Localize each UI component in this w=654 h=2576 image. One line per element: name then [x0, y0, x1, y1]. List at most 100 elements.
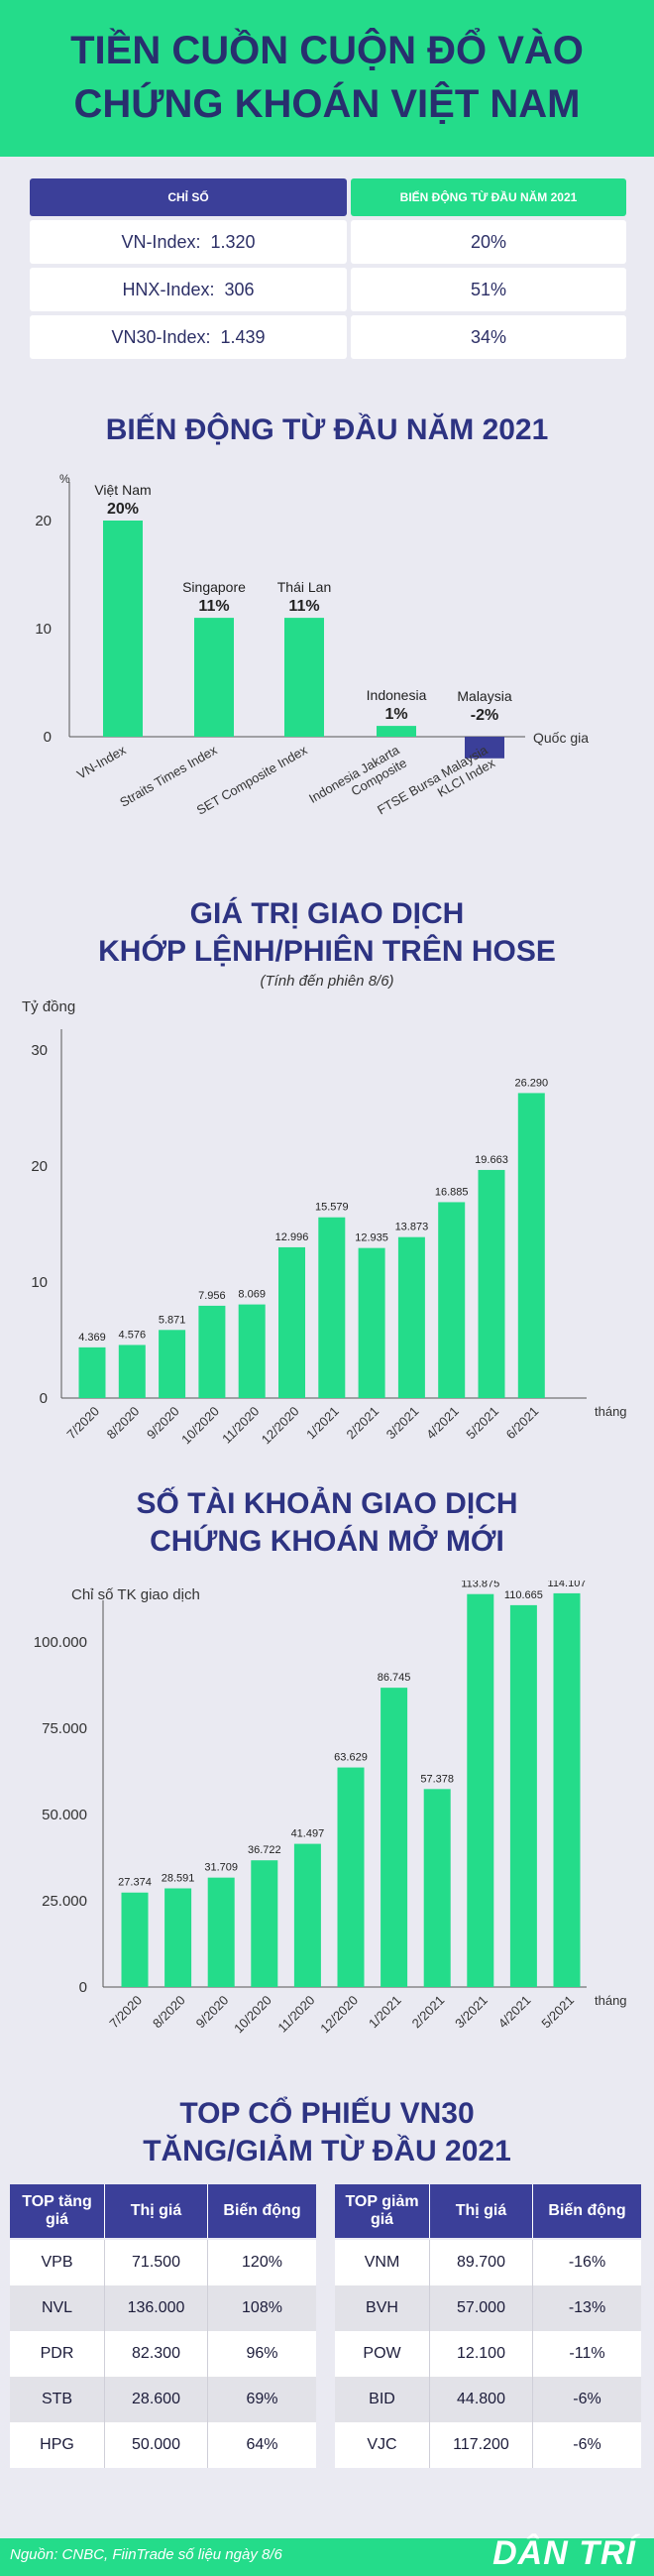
- chart-gia-tri-giao-dich: Tỷ đồng 0 10 20 30 tháng 4.369 7/2020 4.576 8/202…: [22, 998, 627, 1447]
- change-cell: -11%: [569, 2345, 605, 2362]
- table-row: HPG 50.000 64%: [10, 2422, 316, 2468]
- ticker-cell: BID: [335, 2377, 430, 2422]
- bar: [121, 1892, 149, 1987]
- change-cell: -16%: [568, 2254, 606, 2271]
- x-tick-label: 6/2021: [503, 1404, 542, 1443]
- x-tick-label: 4/2021: [495, 1993, 534, 2032]
- price-cell: 28.600: [105, 2377, 208, 2422]
- bar: [438, 1202, 466, 1398]
- x-axis-label: Quốc gia: [533, 730, 589, 746]
- bar: [103, 521, 143, 737]
- y-tick-label: 0: [44, 729, 52, 746]
- section-title-top-2: TĂNG/GIẢM TỪ ĐẦU 2021: [143, 2135, 511, 2167]
- bar: [278, 1246, 305, 1398]
- data-label: 110.665: [504, 1589, 543, 1601]
- table-row: VJC 117.200 -6%: [335, 2422, 641, 2468]
- section-title-tai-khoan-2: CHỨNG KHOÁN MỞ MỚI: [150, 1525, 504, 1558]
- ticker-cell: HPG: [10, 2422, 105, 2468]
- ticker-cell: VJC: [335, 2422, 430, 2468]
- data-label: 63.629: [334, 1752, 368, 1764]
- bar: [423, 1789, 451, 1987]
- page-title-line2: CHỨNG KHOÁN VIỆT NAM: [73, 82, 581, 126]
- bar: [118, 1345, 146, 1398]
- section-title-bien-dong: BIẾN ĐỘNG TỪ ĐẦU NĂM 2021: [105, 413, 549, 446]
- index-name-cell: VN-Index: 1.320: [30, 220, 347, 264]
- bar: [293, 1843, 321, 1987]
- chart-so-tai-khoan: Chỉ số TK giao dịch 0 25.000 50.000 75.000 10…: [34, 1581, 627, 2037]
- x-tick-label: VN-Index: [74, 742, 129, 781]
- price-cell: 12.100: [430, 2331, 533, 2377]
- y-tick-label: 100.000: [34, 1634, 87, 1651]
- bar: [509, 1604, 537, 1987]
- data-label: 28.591: [162, 1873, 195, 1885]
- price-cell: 57.000: [430, 2285, 533, 2331]
- table-row: NVL 136.000 108%: [10, 2285, 316, 2331]
- data-label: 16.885: [435, 1186, 469, 1198]
- bar: [465, 737, 504, 759]
- y-tick-label: 10: [31, 1274, 48, 1291]
- data-label: 8.069: [238, 1289, 266, 1301]
- y-unit-label: %: [59, 472, 70, 486]
- x-tick-label: 3/2021: [383, 1404, 422, 1443]
- country-label: Indonesia: [367, 687, 427, 703]
- change-cell: 69%: [246, 2391, 278, 2407]
- bar: [553, 1592, 581, 1987]
- ticker-cell: VPB: [10, 2240, 105, 2285]
- bar: [377, 726, 416, 737]
- table-row: BVH 57.000 -13%: [335, 2285, 641, 2331]
- price-cell: 117.200: [430, 2422, 533, 2468]
- index-row: VN-Index: 1.320 20%: [30, 220, 626, 264]
- change-cell: 64%: [246, 2436, 278, 2453]
- data-label: 11%: [288, 598, 319, 615]
- data-label: 19.663: [475, 1154, 508, 1166]
- bar: [164, 1888, 192, 1987]
- country-label: Malaysia: [457, 688, 511, 704]
- x-tick-label: 10/2020: [231, 1993, 274, 2037]
- title-banner: [0, 0, 654, 157]
- change-cell: -6%: [573, 2436, 601, 2453]
- section-title-tai-khoan-1: SỐ TÀI KHOẢN GIAO DỊCH: [136, 1487, 518, 1520]
- change-cell: -6%: [573, 2391, 601, 2407]
- table-row: POW 12.100 -11%: [335, 2331, 641, 2377]
- x-tick-label: 8/2020: [150, 1993, 188, 2032]
- data-label: 113.875: [461, 1581, 499, 1590]
- source-note: Nguồn: CNBC, FiinTrade số liệu ngày 8/6: [10, 2546, 282, 2563]
- y-unit-label: Tỷ đồng: [22, 998, 75, 1015]
- table-row: BID 44.800 -6%: [335, 2377, 641, 2422]
- data-label: -2%: [471, 707, 498, 724]
- data-label: 12.996: [275, 1231, 309, 1243]
- ticker-cell: POW: [335, 2331, 430, 2377]
- index-name-cell: VN30-Index: 1.439: [30, 315, 347, 359]
- bar: [381, 1688, 408, 1987]
- y-tick-label: 0: [40, 1390, 48, 1407]
- gia-tri-note: (Tính đến phiên 8/6): [260, 973, 394, 990]
- index-name-cell: HNX-Index: 306: [30, 268, 347, 311]
- dantri-logo: DÂN TRÍ: [492, 2534, 636, 2572]
- col-bien-dong: Biến động: [223, 2202, 301, 2219]
- index-change: 51%: [351, 268, 626, 311]
- x-tick-label: 2/2021: [343, 1404, 382, 1443]
- y-tick-label: 10: [35, 621, 52, 638]
- col-thi-gia: Thị giá: [430, 2184, 533, 2238]
- data-label: 20%: [107, 501, 139, 518]
- index-name: HNX-Index:: [122, 279, 215, 299]
- change-cell: -13%: [568, 2299, 606, 2316]
- index-table-header: CHỈ SỐ BIẾN ĐỘNG TỪ ĐẦU NĂM 2021: [30, 178, 626, 216]
- page-title-line1: TIỀN CUỒN CUỘN ĐỔ VÀO: [70, 29, 584, 72]
- index-row: VN30-Index: 1.439 34%: [30, 315, 626, 359]
- data-label: 26.290: [514, 1077, 548, 1089]
- bar: [358, 1247, 385, 1398]
- ticker-cell: PDR: [10, 2331, 105, 2377]
- col-thi-gia: Thị giá: [105, 2184, 208, 2238]
- bar: [318, 1217, 346, 1398]
- table-row: PDR 82.300 96%: [10, 2331, 316, 2377]
- data-label: 5.871: [159, 1314, 186, 1326]
- ticker-cell: VNM: [335, 2240, 430, 2285]
- y-tick-label: 0: [79, 1979, 87, 1996]
- data-label: 57.378: [420, 1773, 454, 1785]
- y-tick-label: 25.000: [42, 1893, 87, 1910]
- x-tick-label: 5/2021: [463, 1404, 501, 1443]
- data-label: 86.745: [378, 1672, 411, 1684]
- bar: [194, 618, 234, 737]
- section-title-gia-tri-2: KHỚP LỆNH/PHIÊN TRÊN HOSE: [98, 935, 556, 968]
